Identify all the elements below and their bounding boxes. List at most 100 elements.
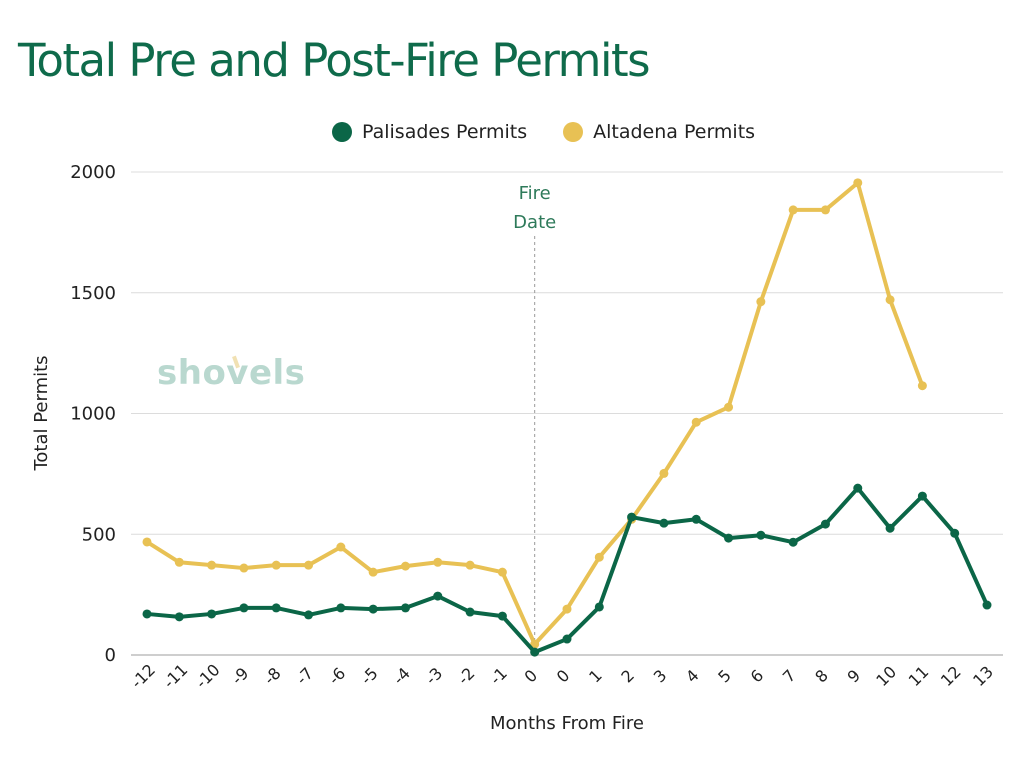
y-axis-ticks: 0 500 1000 1500 2000 [70,162,116,666]
altadena-dot-icon [563,122,584,142]
data-point[interactable] [691,417,701,427]
x-tick-label: 5 [714,666,735,687]
y-tick-label: 2000 [70,162,116,183]
data-point[interactable] [400,561,410,571]
palisades-dot-icon [332,122,352,142]
x-tick-label: 7 [779,666,800,687]
y-tick-label: 500 [82,524,116,545]
data-point[interactable] [756,530,766,540]
x-tick-label: -6 [325,664,350,689]
data-point[interactable] [400,603,410,613]
data-point[interactable] [433,591,443,601]
x-tick-label: -9 [228,664,253,689]
x-tick-label: -8 [260,664,285,689]
x-tick-label: 12 [937,662,965,690]
data-point[interactable] [304,610,314,620]
data-point[interactable] [142,609,152,619]
data-point[interactable] [659,468,669,478]
data-point[interactable] [853,483,863,493]
data-point[interactable] [304,560,314,570]
x-tick-label: 2 [617,666,638,687]
data-point[interactable] [982,600,992,610]
x-tick-label: 9 [844,666,865,687]
data-point[interactable] [336,542,346,552]
data-point[interactable] [207,609,217,619]
x-tick-label: -10 [192,660,224,692]
legend-item-altadena[interactable]: Altadena Permits [563,121,755,143]
data-point[interactable] [788,537,798,547]
data-point[interactable] [724,533,734,543]
x-tick-label: -4 [389,664,414,689]
x-tick-label: 0 [553,666,574,687]
x-tick-label: 3 [650,666,671,687]
data-point[interactable] [820,205,830,215]
data-point[interactable] [433,557,443,567]
data-point[interactable] [465,607,475,617]
data-point[interactable] [756,297,766,307]
data-point[interactable] [853,178,863,188]
series-line [145,486,989,655]
data-point[interactable] [562,604,572,614]
y-tick-label: 1500 [70,283,116,304]
chart-title: Total Pre and Post-Fire Permits [18,34,651,87]
data-point[interactable] [594,602,604,612]
data-point[interactable] [820,519,830,529]
data-point[interactable] [917,491,927,501]
data-point[interactable] [724,402,734,412]
data-point[interactable] [594,552,604,562]
x-axis-ticks: -12 -11 -10 -9 -8 -7 -6 -5 -4 -3 -2 -1 0 0 1 2 3 4 5 6 7 8 9 10… [127,660,997,692]
data-point[interactable] [207,560,217,570]
x-tick-label: -1 [486,664,511,689]
x-tick-label: 6 [747,666,768,687]
data-point[interactable] [465,560,475,570]
y-tick-label: 0 [105,645,116,666]
x-tick-label: -7 [292,664,317,689]
data-point[interactable] [530,647,540,657]
data-point[interactable] [271,603,281,613]
data-point[interactable] [885,523,895,533]
data-point[interactable] [659,518,669,528]
series-altadena-permits [142,178,927,649]
x-tick-label: 0 [520,666,541,687]
x-tick-label: 1 [585,666,606,687]
data-point[interactable] [691,514,701,524]
data-point[interactable] [788,205,798,215]
x-tick-label: -2 [454,664,479,689]
legend-label-palisades: Palisades Permits [362,121,528,143]
data-point[interactable] [368,604,378,614]
data-point[interactable] [497,567,507,577]
data-point[interactable] [142,537,152,547]
x-axis-label: Months From Fire [490,713,644,734]
data-point[interactable] [530,639,540,649]
x-tick-label: 10 [872,662,900,690]
legend: Palisades Permits Altadena Permits [332,121,791,143]
data-point[interactable] [885,295,895,305]
y-axis-label: Total Permits [31,355,52,471]
data-point[interactable] [239,563,249,573]
data-point[interactable] [239,603,249,613]
x-tick-label: 13 [969,662,997,690]
legend-label-altadena: Altadena Permits [593,121,756,143]
series-palisades-permits [142,483,992,657]
legend-item-palisades[interactable]: Palisades Permits [332,121,527,143]
x-tick-label: -11 [159,660,191,692]
x-tick-label: -12 [127,660,159,692]
data-point[interactable] [174,612,184,622]
data-point[interactable] [497,611,507,621]
x-tick-label: -5 [357,664,382,689]
data-point[interactable] [917,381,927,391]
data-point[interactable] [368,567,378,577]
fire-date-annotation-line2: Date [513,212,556,233]
data-point[interactable] [174,557,184,567]
data-point[interactable] [271,560,281,570]
data-series [142,178,992,657]
x-tick-label: 4 [682,666,703,687]
x-tick-label: -3 [422,664,447,689]
y-tick-label: 1000 [70,404,116,425]
data-point[interactable] [336,603,346,613]
data-point[interactable] [627,512,637,522]
data-point[interactable] [950,528,960,538]
data-point[interactable] [562,634,572,644]
gridlines [131,171,1003,656]
